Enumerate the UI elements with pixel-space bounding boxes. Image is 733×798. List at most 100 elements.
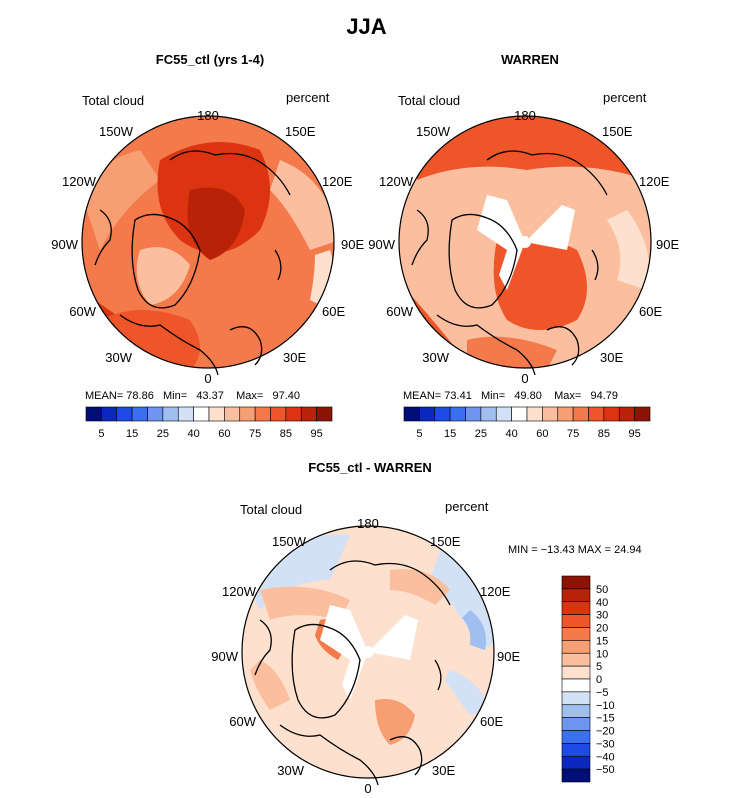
panel3-colorbar-tick-label: −15	[596, 713, 615, 725]
panel2-colorbar-swatch	[557, 406, 574, 422]
panel3-lon-60w: 60W	[229, 714, 256, 729]
panel1-variable-label: Total cloud	[82, 93, 145, 108]
panel3-colorbar-tick-label: −40	[596, 751, 615, 763]
panel3-field-contour	[250, 660, 290, 710]
panel2-lon-90e: 90E	[656, 237, 679, 252]
panel1-greenland-coastline	[131, 213, 201, 309]
panel2-colorbar-swatch	[572, 406, 589, 422]
panel3-lon-150w: 150W	[272, 534, 307, 549]
panel2-europe-coastline	[436, 314, 536, 376]
panel3-colorbar-swatch	[561, 743, 591, 757]
panel1-lon-90w: 90W	[51, 237, 78, 252]
panel1-colorbar-swatch	[254, 406, 271, 422]
panel3-canada-coastline	[254, 619, 272, 676]
panel2-colorbar-swatch	[465, 406, 482, 422]
panel1-colorbar-swatch	[147, 406, 164, 422]
panel2-colorbar-swatch	[419, 406, 436, 422]
panel3-colorbar-swatch	[561, 768, 591, 783]
panel2-colorbar-tick-label: 5	[416, 428, 422, 440]
panel1-lon-150w: 150W	[99, 124, 134, 139]
panel2-missing-data-region	[477, 195, 575, 290]
panel2-variable-label: Total cloud	[398, 93, 461, 108]
panel1-colorbar-swatch	[239, 406, 256, 422]
panel3-colorbar-tick-label: 50	[596, 584, 608, 596]
panel3-field-contour	[445, 670, 490, 715]
panel2-units-label: percent	[603, 90, 647, 105]
panel3-stats: MIN = −13.43 MAX = 24.94	[508, 544, 642, 556]
panel2-pole-marker	[519, 236, 531, 248]
panel2-colorbar-swatch	[634, 406, 651, 422]
panel2-lon-150w: 150W	[416, 124, 451, 139]
panel3-colorbar-swatch	[561, 665, 591, 680]
panel1-field-contour	[270, 160, 334, 250]
panel3-colorbar-swatch	[561, 614, 591, 628]
panel3-colorbar-tick-label: 0	[596, 674, 602, 686]
panel3-colorbar-swatch	[561, 575, 591, 590]
panel2-polar-map: 180 150E 120E 90E 60E 30E 0 30W 60W 90W …	[368, 108, 679, 386]
panel1-lon-60w: 60W	[69, 304, 96, 319]
panel2-lon-180: 180	[514, 108, 536, 123]
panel2-colorbar-swatch	[434, 406, 451, 422]
panel1-max-value: 97.40	[272, 390, 300, 402]
panel1-scandinavia-coastline	[229, 326, 263, 366]
panel2-colorbar: 5 15 25 40 60 75 85 95	[403, 406, 651, 440]
panel2-colorbar-swatch	[480, 406, 497, 422]
panel2-novaya-coastline	[591, 249, 599, 281]
panel3-colorbar-tick-label: 5	[596, 661, 602, 673]
panel1-colorbar-swatch	[101, 406, 118, 422]
panel2-max-label: Max=	[554, 390, 582, 402]
panel3-greenland-coastline	[291, 623, 361, 719]
panel3-colorbar-tick-label: −20	[596, 726, 615, 738]
panel1-field-contour	[187, 187, 245, 260]
panel2-lon-0: 0	[521, 371, 528, 386]
panel1-lon-150e: 150E	[285, 124, 316, 139]
panel2-stats: MEAN= 73.41 Min= 49.80 Max= 94.79	[403, 390, 618, 402]
panel2-greenland-coastline	[448, 213, 518, 309]
figure-title: JJA	[346, 14, 387, 39]
panel3-lon-120e: 120E	[480, 584, 511, 599]
panel2-lon-30w: 30W	[422, 350, 449, 365]
panel3-colorbar-swatch	[561, 640, 591, 654]
panel1-lon-0: 0	[204, 371, 211, 386]
panel1-stats: MEAN= 78.86 Min= 43.37 Max= 97.40	[85, 390, 300, 402]
panel1-colorbar-tick-label: 85	[280, 428, 292, 440]
panel2-colorbar-tick-label: 40	[506, 428, 518, 440]
panel1-colorbar-swatch	[270, 406, 287, 422]
panel3-colorbar-tick-label: −30	[596, 738, 615, 750]
panel3-colorbar-swatch	[561, 704, 591, 718]
panel3-lon-120w: 120W	[222, 584, 257, 599]
panel1-min-label: Min=	[162, 390, 188, 402]
panel2-lon-60e: 60E	[639, 304, 662, 319]
panel3-colorbar-swatch	[561, 652, 591, 667]
panel2-lon-120w: 120W	[379, 174, 414, 189]
panel1-max-label: Max=	[236, 390, 264, 402]
panel2-field-contour	[607, 210, 650, 290]
panel2-colorbar-swatch	[588, 406, 605, 422]
panel1-colorbar-swatch	[316, 406, 333, 422]
panel2-colorbar-swatch	[618, 406, 635, 422]
panel2-siberia-coastline	[486, 150, 608, 196]
panel3-colorbar-swatch	[561, 755, 591, 770]
panel3-field-contour	[390, 569, 450, 605]
panel2-colorbar-swatch	[526, 406, 543, 422]
panel2-mean-label: MEAN=	[403, 390, 442, 402]
panel2-colorbar-swatch	[495, 406, 512, 422]
panel1-colorbar: 5 15 25 40 60 75 85 95	[85, 406, 333, 440]
panel1-colorbar-swatch	[300, 406, 317, 422]
panel3-colorbar-swatch	[561, 678, 591, 693]
panel2-colorbar-tick-label: 25	[475, 428, 487, 440]
panel3-colorbar-tick-label: 30	[596, 610, 608, 622]
panel2-lon-60w: 60W	[386, 304, 413, 319]
panel1-colorbar-swatch	[162, 406, 179, 422]
panel3-colorbar-tick-label: 40	[596, 597, 608, 609]
panel2-colorbar-tick-label: 60	[536, 428, 548, 440]
panel3-missing-data-region	[320, 605, 418, 700]
panel1-colorbar-tick-label: 75	[249, 428, 261, 440]
panel2-colorbar-tick-label: 85	[598, 428, 610, 440]
panel3-title: FC55_ctl - WARREN	[308, 460, 432, 475]
panel1-colorbar-swatch	[285, 406, 302, 422]
panel3-colorbar-swatch	[561, 601, 591, 615]
panel3-lon-0: 0	[364, 781, 371, 796]
panel1-colorbar-swatch	[177, 406, 194, 422]
panel3-colorbar-tick-label: −5	[596, 687, 609, 699]
